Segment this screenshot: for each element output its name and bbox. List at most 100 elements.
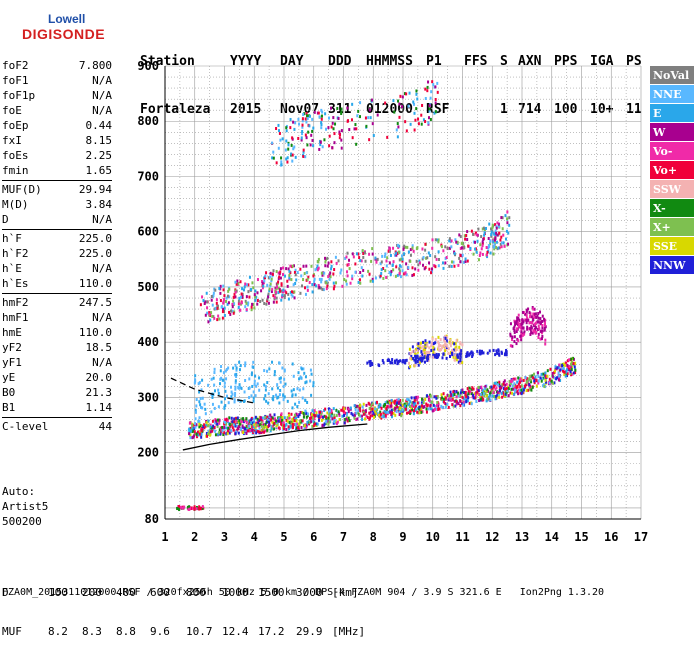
nne-echo [279, 388, 282, 392]
f-layer-echo [570, 364, 573, 368]
f-layer-echo [565, 363, 568, 367]
f-layer-echo [533, 379, 536, 383]
f2-hop-echo [313, 277, 316, 281]
f-layer-echo [263, 425, 266, 429]
nne-echo [234, 391, 237, 395]
f-layer-echo [396, 398, 399, 402]
param-value: 21.3 [85, 386, 113, 399]
header-value-10: 10+ [590, 102, 614, 117]
f-layer-echo [540, 372, 543, 376]
nne-echo [207, 383, 210, 387]
f2-hop-echo [273, 295, 276, 299]
f-layer-echo [569, 365, 572, 369]
spread-f-echo [409, 356, 412, 360]
f3-hop-echo [298, 122, 301, 126]
f-layer-echo [537, 381, 540, 385]
f-layer-echo [498, 380, 501, 384]
f-layer-echo [218, 431, 221, 435]
f-layer-echo [549, 367, 552, 371]
w-echo [519, 322, 522, 326]
nne-echo [302, 367, 305, 371]
spread-f-echo [457, 360, 460, 364]
nne-echo [204, 407, 207, 411]
f-layer-echo [482, 392, 485, 396]
f-layer-echo [559, 368, 562, 372]
f2-hop-echo [314, 268, 317, 272]
f-layer-echo [342, 409, 345, 413]
f-layer-echo [248, 421, 251, 425]
f2-hop-echo [226, 302, 229, 306]
w-echo [515, 330, 518, 334]
f-layer-echo [418, 411, 421, 415]
f3-hop-echo [405, 129, 408, 133]
nne-echo [298, 400, 301, 404]
f2-hop-echo [440, 245, 443, 249]
spread-f-echo [414, 359, 417, 363]
param-name: hmF1 [2, 311, 29, 324]
es-echo [195, 507, 198, 511]
f-layer-echo [216, 424, 219, 428]
f-layer-echo [195, 423, 198, 427]
f2-hop-echo [304, 286, 307, 290]
f-layer-echo [490, 385, 493, 389]
f3-hop-echo [415, 107, 418, 111]
nnw-echo [381, 358, 384, 362]
f2-hop-echo [359, 270, 362, 274]
f-layer-echo [303, 426, 306, 430]
f2-hop-echo [290, 293, 293, 297]
nne-echo [234, 387, 237, 391]
f-layer-echo [431, 400, 434, 404]
f3-hop-echo [369, 116, 372, 120]
param-name: MUF(D) [2, 183, 42, 196]
f-layer-echo [383, 409, 386, 413]
nnw-echo [470, 350, 473, 354]
nne-echo [244, 379, 247, 383]
f2-hop-echo [329, 275, 332, 279]
f3-hop-echo [320, 123, 323, 127]
f2-hop-echo [328, 277, 331, 281]
f2-hop-echo [327, 261, 330, 265]
f-layer-echo [188, 432, 191, 436]
f3-hop-echo [285, 157, 288, 161]
f2-hop-echo [313, 283, 316, 287]
f3-hop-echo [307, 130, 310, 134]
f2-hop-echo [476, 239, 479, 243]
distance-cell-9: [km] [332, 586, 359, 599]
f-layer-echo [464, 392, 467, 396]
f2-hop-echo [480, 235, 483, 239]
nne-echo [201, 396, 204, 400]
f3-hop-echo [431, 80, 434, 84]
f-layer-echo [555, 377, 558, 381]
f2-hop-echo [477, 258, 480, 262]
f2-hop-echo [240, 292, 243, 296]
f-layer-echo [362, 402, 365, 406]
param-name: hmF2 [2, 296, 29, 309]
f-layer-echo [390, 415, 393, 419]
f2-hop-echo [316, 268, 319, 272]
w-echo [521, 318, 524, 322]
f-layer-echo [499, 386, 502, 390]
f-layer-echo [193, 434, 196, 438]
f-layer-echo [208, 431, 211, 435]
header-label-7: S [500, 54, 508, 69]
spread-f-echo [417, 344, 420, 348]
f-layer-echo [233, 420, 236, 424]
f-layer-echo [271, 416, 274, 420]
nne-echo [204, 412, 207, 416]
f2-hop-echo [205, 291, 208, 295]
f-layer-echo [379, 412, 382, 416]
f-layer-echo [263, 430, 266, 434]
w-echo [528, 321, 531, 325]
f-layer-echo [337, 410, 340, 414]
w-echo [517, 313, 520, 317]
w-echo [537, 327, 540, 331]
w-echo [509, 344, 512, 348]
f2-hop-echo [371, 277, 374, 281]
f-layer-echo [282, 421, 285, 425]
w-echo [511, 337, 514, 341]
f3-hop-echo [304, 117, 307, 121]
spread-f-echo [459, 357, 462, 361]
f2-hop-echo [253, 306, 256, 310]
f2-hop-echo [464, 260, 467, 264]
f2-hop-echo [266, 283, 269, 287]
